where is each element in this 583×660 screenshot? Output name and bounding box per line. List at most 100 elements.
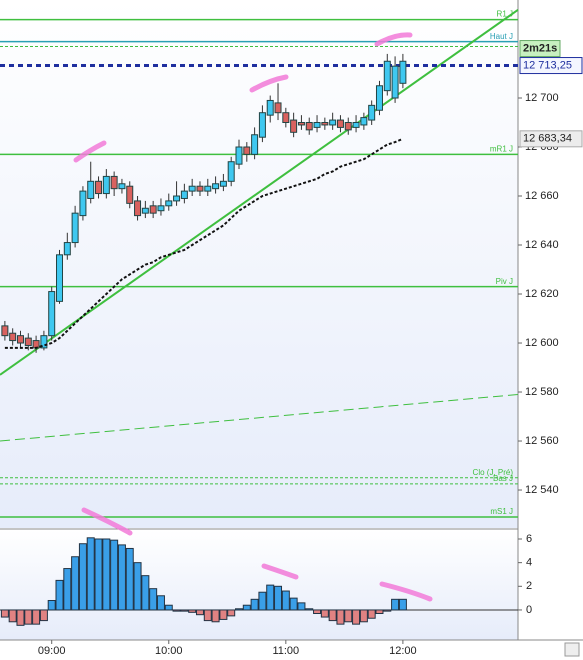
candle-body — [368, 104, 376, 121]
candle-body — [157, 205, 165, 212]
histogram-bar — [71, 556, 80, 611]
histogram-bar — [102, 538, 111, 611]
histogram-bar — [391, 598, 400, 611]
histogram-bar — [164, 604, 173, 611]
candle-body — [336, 119, 344, 128]
histogram-bar — [180, 609, 189, 612]
candle-body — [1, 325, 9, 337]
candle-body — [102, 175, 110, 195]
candle-body — [375, 85, 383, 111]
histogram-bar — [211, 609, 220, 623]
highlight — [374, 32, 413, 47]
highlight — [81, 507, 133, 536]
histogram-bar — [250, 598, 259, 611]
histogram-bar — [149, 588, 158, 611]
timer: 2m21s — [523, 42, 557, 54]
candle-body — [32, 340, 40, 349]
histogram-bar — [305, 608, 314, 611]
level-label: R1 J — [497, 10, 513, 19]
candle-body — [274, 102, 282, 114]
ma-value-label: 12 683,34 — [523, 133, 572, 145]
last-price-label: 12 713,25 — [523, 59, 572, 71]
candle-body — [134, 200, 142, 217]
y-tick-label: 12 580 — [525, 386, 559, 398]
timer-tag — [519, 40, 561, 58]
histogram-bar — [125, 547, 134, 611]
candle-body — [258, 112, 266, 138]
histogram-bar — [219, 609, 228, 620]
histogram-bar — [47, 599, 56, 611]
histogram-bar — [8, 609, 17, 623]
candle-body — [56, 254, 64, 302]
candle-body — [141, 207, 149, 214]
ma-tag — [519, 130, 583, 148]
histogram-bar — [133, 562, 142, 611]
histogram-bar — [39, 609, 48, 622]
candle-body — [282, 112, 290, 124]
histogram-bar — [328, 609, 337, 622]
candle-body — [313, 122, 321, 128]
histogram-bar — [359, 609, 368, 623]
histogram-bar — [188, 609, 197, 613]
candle-body — [63, 242, 71, 256]
histogram-bar — [55, 579, 64, 611]
candle-body — [383, 60, 391, 92]
histogram-bar — [289, 597, 298, 611]
candle-body — [165, 200, 173, 207]
highlight — [261, 563, 299, 580]
price-panel — [0, 0, 518, 528]
histogram-bar — [94, 538, 103, 611]
y-tick-label: 0 — [526, 604, 532, 616]
candle-body — [297, 122, 305, 126]
highlights — [73, 32, 433, 602]
settings-button[interactable] — [564, 642, 580, 657]
candle-body — [110, 175, 118, 190]
candle-body — [24, 337, 32, 346]
candle-body — [48, 291, 56, 337]
histogram-bar — [398, 598, 407, 611]
plot: 12 540 12 560 12 580 12 600 12 620 12 640 12 6… — [0, 8, 583, 657]
highlight — [73, 140, 107, 163]
histogram-bar — [242, 604, 251, 611]
histogram-bar — [63, 568, 72, 611]
candle-body — [95, 180, 103, 195]
candle-body — [173, 195, 181, 202]
y-tick-label: 12 620 — [525, 288, 559, 300]
candle-body — [391, 65, 399, 99]
histogram-bar — [336, 609, 345, 625]
level-label: Haut J — [490, 32, 513, 41]
y-tick-label: 2 — [526, 580, 532, 592]
candle-body — [243, 146, 251, 155]
level-label: Clo (J, Pré) — [473, 468, 514, 477]
histogram-bar — [172, 609, 181, 612]
candle-body — [290, 119, 298, 133]
histogram-bar — [110, 539, 119, 611]
candle-body — [126, 185, 134, 204]
candle-body — [266, 99, 274, 116]
histogram-bar — [86, 537, 95, 611]
candle-body — [118, 183, 126, 190]
histogram-bar — [274, 585, 283, 611]
candle-body — [196, 185, 204, 192]
histogram-bar — [203, 609, 212, 622]
candle-body — [352, 122, 360, 128]
candle-body — [251, 134, 259, 155]
histogram-bar — [227, 609, 236, 617]
y-tick-label: 12 600 — [525, 337, 559, 349]
histogram-bar — [78, 543, 87, 611]
candle-body — [87, 180, 95, 199]
moving-average — [4, 137, 404, 349]
histogram-bar — [281, 590, 290, 611]
histogram-bar — [313, 609, 322, 615]
candle-body — [399, 60, 407, 84]
histogram-bar — [16, 609, 25, 626]
candle-body — [321, 122, 329, 126]
last-price-tag — [519, 57, 583, 75]
histogram-bar — [344, 609, 353, 623]
x-tick-label: 09:00 — [38, 645, 66, 657]
y-tick-label: 4 — [526, 557, 532, 569]
histogram-bar — [297, 602, 306, 611]
histogram-bar — [32, 609, 41, 625]
histogram-bar — [352, 609, 361, 625]
candle-body — [188, 185, 196, 192]
